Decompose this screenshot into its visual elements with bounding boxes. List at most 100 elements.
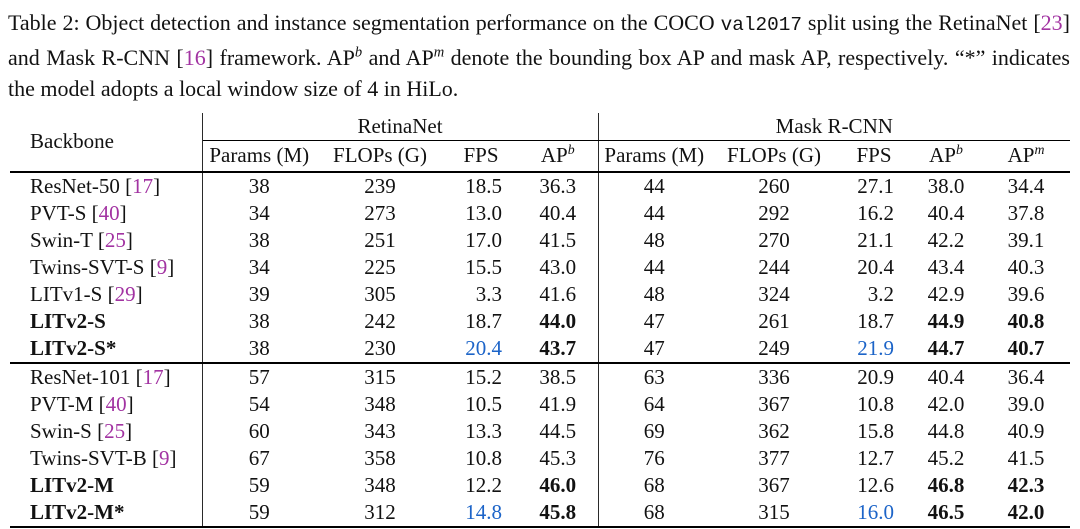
- retinanet-params-header: Params (M): [202, 140, 316, 173]
- retinanet-apb-cell: 46.0: [518, 471, 599, 499]
- maskrcnn-apb-cell: 46.8: [927, 472, 965, 497]
- citation-link[interactable]: 40: [98, 200, 120, 225]
- citation-link[interactable]: 9: [159, 445, 170, 470]
- retinanet-fps-cell: 15.5: [465, 254, 502, 279]
- retinanet-params-cell: 39: [248, 281, 270, 306]
- citation-bracket: [: [93, 391, 106, 416]
- maskrcnn-params-cell: 68: [598, 498, 711, 528]
- citation-bracket: ]: [125, 227, 133, 252]
- citation-link[interactable]: 23: [1040, 10, 1063, 35]
- table-row: ResNet-101 [17] 57 315 15.2 38.5 63 336 20.9 40.…: [10, 361, 1071, 391]
- backbone-cell: ResNet-50 [17]: [10, 171, 203, 200]
- table-row: LITv2-M 59 348 12.2 46.0 68 367 12.6 46.8 42.3: [10, 471, 1070, 499]
- retinanet-apb-cell: 43.7: [518, 334, 599, 363]
- maskrcnn-apm-cell: 36.4: [982, 361, 1071, 391]
- caption-text: split using the RetinaNet [: [801, 10, 1041, 35]
- column-label: AP: [929, 143, 956, 167]
- backbone-cell: ResNet-101 [17]: [10, 361, 203, 391]
- backbone-header: Backbone: [10, 112, 203, 173]
- citation-link[interactable]: 29: [114, 281, 136, 306]
- maskrcnn-apb-cell: 40.4: [910, 361, 983, 391]
- maskrcnn-apm-cell: 42.3: [1007, 472, 1045, 497]
- retinanet-params-cell: 34: [248, 254, 270, 279]
- caption-text: denote the bounding box AP and mask AP, …: [8, 44, 1070, 102]
- maskrcnn-fps-cell: 20.4: [857, 254, 895, 279]
- citation-bracket: [: [92, 227, 105, 252]
- maskrcnn-apb-cell: 44.7: [927, 335, 965, 360]
- model-name: Twins-SVT-B: [30, 445, 147, 470]
- table-row: Swin-T [25] 38 251 17.0 41.5 48 270 21.1 42.2 39.…: [10, 226, 1070, 254]
- maskrcnn-apb-cell: 46.5: [910, 498, 983, 528]
- maskrcnn-apb-cell: 44.9: [927, 308, 965, 333]
- superscript-text: m: [433, 44, 445, 61]
- superscript-text: m: [1034, 142, 1045, 157]
- maskrcnn-apm-cell: 39.0: [1007, 391, 1045, 416]
- backbone-cell: Twins-SVT-B [9]: [10, 444, 203, 472]
- table-caption: Table 2: Object detection and instance s…: [8, 7, 1070, 105]
- column-label: FPS: [856, 143, 892, 167]
- code-text: val2017: [720, 14, 802, 36]
- maskrcnn-fps-cell: 3.2: [867, 281, 895, 306]
- model-name: LITv2-M*: [30, 499, 125, 524]
- citation-link[interactable]: 9: [156, 254, 168, 279]
- backbone-cell: Swin-S [25]: [10, 417, 203, 445]
- retinanet-flops-cell: 312: [316, 498, 444, 528]
- model-name: PVT-S: [30, 200, 87, 225]
- column-label: FPS: [463, 143, 499, 167]
- backbone-cell: PVT-M [40]: [10, 390, 203, 418]
- citation-bracket: [: [91, 418, 105, 443]
- model-name: ResNet-50: [30, 173, 120, 198]
- retinanet-flops-cell: 230: [364, 335, 396, 360]
- table-row: Twins-SVT-S [9] 34 225 15.5 43.0 44 244 20.4 43.…: [10, 253, 1070, 281]
- maskrcnn-flops-cell: 261: [758, 308, 790, 333]
- citation-link[interactable]: 17: [142, 364, 164, 389]
- citation-link[interactable]: 16: [183, 44, 206, 70]
- maskrcnn-params-cell: 47: [643, 308, 665, 333]
- maskrcnn-apm-header: APm: [982, 140, 1071, 173]
- maskrcnn-fps-cell: 21.1: [857, 227, 895, 252]
- maskrcnn-params-cell: 44: [643, 254, 665, 279]
- retinanet-flops-cell: 225: [364, 254, 396, 279]
- citation-bracket: ]: [125, 418, 133, 443]
- retinanet-flops-cell: 305: [364, 281, 396, 306]
- maskrcnn-apm-cell: 40.7: [1007, 335, 1045, 360]
- header-sub-row: Params (M) FLOPs (G) FPS APb Params (M) …: [10, 140, 1071, 173]
- maskrcnn-flops-cell: 367: [758, 391, 790, 416]
- retinanet-apb-cell: 41.6: [518, 280, 599, 308]
- citation-bracket: [: [119, 173, 133, 198]
- model-name: LITv2-S: [30, 308, 106, 333]
- citation-link[interactable]: 17: [132, 173, 154, 198]
- backbone-cell: LITv1-S [29]: [10, 280, 203, 308]
- maskrcnn-flops-cell: 377: [758, 445, 790, 470]
- retinanet-flops-cell: 348: [364, 472, 396, 497]
- retinanet-apb-cell: 44.0: [518, 307, 599, 335]
- retinanet-flops-cell: 242: [364, 308, 396, 333]
- retinanet-params-cell: 34: [248, 200, 270, 225]
- citation-link[interactable]: 40: [105, 391, 127, 416]
- citation-bracket: [: [86, 200, 99, 225]
- maskrcnn-fps-cell: 16.0: [838, 498, 911, 528]
- retinanet-fps-cell: 20.4: [465, 335, 502, 360]
- citation-bracket: [: [144, 254, 157, 279]
- retinanet-apb-cell: 41.5: [518, 226, 599, 254]
- retinanet-fps-cell: 10.8: [465, 445, 502, 470]
- citation-link[interactable]: 25: [104, 227, 126, 252]
- maskrcnn-apb-cell: 44.8: [927, 418, 965, 443]
- retinanet-apb-cell: 45.8: [518, 498, 599, 528]
- citation-link[interactable]: 25: [104, 418, 126, 443]
- retinanet-flops-cell: 251: [364, 227, 396, 252]
- column-label: Params (M): [209, 143, 310, 167]
- maskrcnn-apm-cell: 34.4: [1007, 173, 1045, 198]
- maskrcnn-flops-cell: 249: [758, 335, 790, 360]
- caption-text: ] and Mask R-CNN [: [8, 10, 1070, 70]
- citation-bracket: ]: [126, 391, 134, 416]
- retinanet-fps-cell: 12.2: [465, 472, 502, 497]
- paper-page: Table 2: Object detection and instance s…: [0, 7, 1080, 529]
- citation-bracket: ]: [135, 281, 143, 306]
- maskrcnn-apm-cell: 39.6: [1007, 281, 1045, 306]
- maskrcnn-params-cell: 47: [643, 335, 665, 360]
- maskrcnn-apb-cell: 40.4: [927, 200, 965, 225]
- maskrcnn-apm-cell: 37.8: [1007, 200, 1045, 225]
- superscript-text: b: [955, 142, 963, 157]
- retinanet-params-cell: 59: [248, 472, 270, 497]
